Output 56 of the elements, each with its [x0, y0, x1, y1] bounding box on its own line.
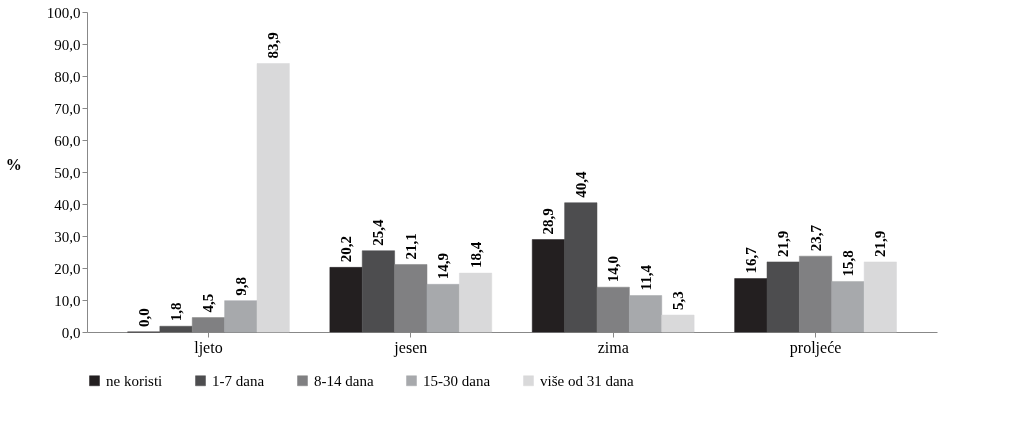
- data-label: 25,4: [370, 218, 387, 246]
- legend-label: ne koristi: [106, 372, 163, 389]
- legend-label: 1-7 dana: [212, 372, 265, 389]
- x-tick-label: ljeto: [194, 338, 223, 357]
- legend-label: više od 31 dana: [540, 372, 635, 389]
- data-label: 5,3: [669, 291, 686, 311]
- bar: [831, 281, 865, 333]
- y-tick-label: 60,0: [54, 132, 81, 149]
- y-axis-title: %: [5, 155, 22, 173]
- data-label: 1,8: [168, 302, 185, 322]
- y-tick-label: 50,0: [54, 164, 81, 181]
- data-label: 15,8: [839, 250, 856, 277]
- bar: [564, 202, 598, 333]
- data-label: 21,1: [402, 233, 419, 260]
- y-tick-label: 0,0: [61, 324, 81, 341]
- data-label: 11,4: [637, 264, 654, 291]
- y-tick-label: 10,0: [54, 292, 81, 309]
- bar: [863, 261, 897, 333]
- bar: [329, 267, 363, 333]
- bar: [661, 314, 695, 333]
- y-tick-label: 30,0: [54, 228, 81, 245]
- x-tick-label: zima: [597, 338, 629, 356]
- y-tick-label: 100,0: [46, 4, 81, 21]
- x-tick-label: jesen: [393, 338, 428, 357]
- data-label: 21,9: [775, 230, 792, 257]
- legend-label: 8-14 dana: [314, 372, 374, 389]
- data-label: 9,8: [232, 276, 249, 296]
- y-tick-label: 40,0: [54, 196, 81, 213]
- bar: [459, 272, 493, 333]
- data-label: 20,2: [338, 236, 355, 263]
- data-label: 23,7: [807, 224, 824, 252]
- data-label: 83,9: [265, 32, 282, 59]
- bar: [629, 295, 663, 333]
- data-label: 14,0: [605, 255, 622, 283]
- bar: [256, 63, 290, 333]
- bar: [531, 239, 565, 333]
- bar: [159, 325, 193, 333]
- legend-label: 15-30 dana: [423, 372, 491, 389]
- y-tick-label: 80,0: [54, 68, 81, 85]
- bar: [426, 284, 460, 333]
- data-label: 4,5: [200, 293, 217, 313]
- bar: [361, 250, 395, 333]
- data-label: 16,7: [742, 246, 759, 274]
- data-label: 14,9: [435, 253, 452, 280]
- data-label: 0,0: [135, 308, 152, 327]
- bar: [224, 300, 258, 333]
- data-label: 40,4: [572, 170, 589, 198]
- x-tick-label: proljeće: [789, 338, 842, 357]
- data-label: 28,9: [540, 208, 557, 235]
- y-tick-label: 90,0: [54, 36, 81, 53]
- bar: [734, 278, 768, 333]
- data-label: 21,9: [872, 230, 889, 257]
- data-label: 18,4: [467, 241, 484, 269]
- y-tick-label: 20,0: [54, 260, 81, 277]
- bar: [766, 261, 800, 333]
- y-tick-label: 70,0: [54, 100, 81, 117]
